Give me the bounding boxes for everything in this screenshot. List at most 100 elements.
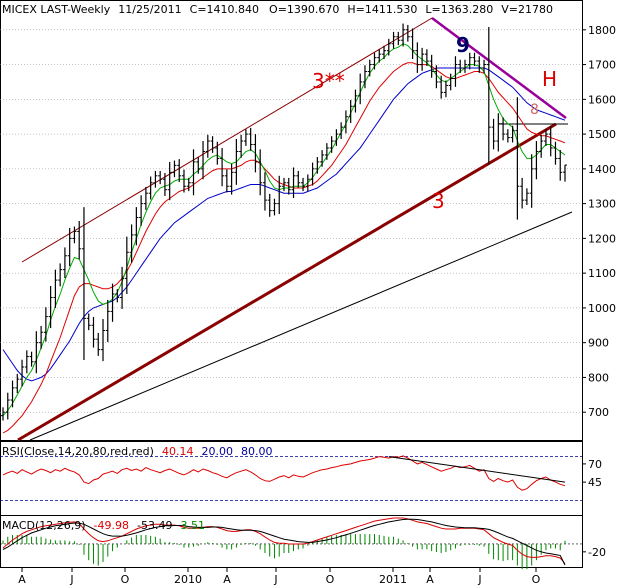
ohlc-bar bbox=[48, 286, 53, 329]
header-volume: V=21780 bbox=[501, 3, 553, 16]
price-tick-label: 1600 bbox=[588, 93, 616, 106]
ohlc-bar bbox=[220, 148, 225, 187]
ohlc-bar bbox=[248, 127, 253, 151]
ohlc-bar bbox=[477, 56, 482, 73]
ohlc-bar bbox=[205, 134, 210, 158]
rsi-low-level: 20.00 bbox=[201, 445, 233, 458]
price-y-axis: 700 800 900 1000 1100 1200 1300 1400 1500 1600 170… bbox=[582, 24, 616, 419]
ohlc-bar bbox=[143, 186, 148, 210]
ohlc-bar bbox=[120, 266, 125, 309]
ohlc-bar bbox=[458, 59, 463, 73]
ohlc-bar bbox=[224, 169, 229, 193]
header-close: C=1410.840 bbox=[190, 3, 259, 16]
ohlc-bar bbox=[334, 129, 339, 146]
macd-hist-value: 3.51 bbox=[180, 519, 205, 532]
ohlc-bars bbox=[1, 23, 567, 421]
header-date: 11/25/2011 bbox=[118, 3, 181, 16]
upper-channel-line bbox=[21, 17, 433, 263]
ohlc-bar bbox=[20, 359, 25, 387]
price-tick-label: 1400 bbox=[588, 163, 616, 176]
ohlc-bar bbox=[563, 164, 567, 182]
x-axis: A J O 2010 A J O 2011 A J O bbox=[18, 567, 541, 586]
ohlc-bar bbox=[558, 150, 563, 181]
ohlc-bar bbox=[115, 289, 120, 303]
ohlc-bar bbox=[348, 100, 353, 123]
ohlc-bar bbox=[162, 173, 167, 196]
ohlc-bar bbox=[186, 177, 191, 192]
ohlc-bar bbox=[291, 167, 296, 199]
ohlc-bar bbox=[96, 332, 101, 356]
ohlc-bar bbox=[472, 52, 477, 66]
price-panel bbox=[0, 0, 583, 441]
rsi-tick-label: 70 bbox=[588, 458, 602, 471]
wave-label-3: 3 bbox=[432, 189, 445, 213]
ohlc-bar bbox=[34, 331, 39, 374]
rsi-lines bbox=[0, 455, 582, 501]
ohlc-bar bbox=[167, 161, 172, 201]
macd-header: MACD(12,26,9) -49.98 -53.49 3.51 bbox=[2, 519, 205, 532]
macd-panel bbox=[0, 515, 583, 568]
macd-signal-line bbox=[2, 518, 566, 566]
ohlc-bar bbox=[434, 65, 439, 89]
ohlc-bar bbox=[553, 141, 558, 165]
ohlc-bar bbox=[539, 134, 544, 158]
rsi-line bbox=[2, 455, 566, 491]
price-tick-label: 1100 bbox=[588, 267, 616, 280]
ohlc-bar bbox=[524, 188, 529, 206]
ohlc-bar bbox=[467, 52, 472, 70]
ohlc-bar bbox=[229, 163, 234, 195]
ohlc-bar bbox=[258, 149, 263, 196]
wave-label-9: 9 bbox=[456, 33, 470, 57]
ohlc-bar bbox=[24, 350, 29, 374]
ohlc-bar bbox=[91, 316, 96, 348]
ohlc-bar bbox=[153, 170, 158, 188]
ohlc-bar bbox=[134, 207, 139, 246]
rsi-header: RSI(Close,14,20,80,red,red) 40.14 20.00 80.… bbox=[2, 445, 272, 458]
ohlc-bar bbox=[543, 129, 548, 146]
x-tick-label: J bbox=[69, 573, 73, 586]
ohlc-bar bbox=[253, 134, 258, 173]
x-tick-label: O bbox=[532, 573, 541, 586]
x-tick-label: A bbox=[426, 573, 434, 586]
ohlc-bar bbox=[505, 129, 510, 143]
ohlc-bar bbox=[305, 174, 310, 192]
ohlc-bar bbox=[210, 136, 215, 153]
ohlc-bar bbox=[124, 236, 129, 294]
ohlc-bar bbox=[353, 89, 358, 113]
ohlc-bar bbox=[320, 150, 325, 167]
price-tick-label: 800 bbox=[588, 371, 609, 384]
ohlc-bar bbox=[310, 162, 315, 186]
ohlc-bar bbox=[29, 351, 34, 367]
ohlc-bar bbox=[105, 299, 110, 342]
macd-signal-value: -53.49 bbox=[137, 519, 172, 532]
header-open: O=1390.670 bbox=[269, 3, 339, 16]
ohlc-bar bbox=[301, 177, 306, 192]
wave-label-H: H bbox=[542, 67, 557, 91]
ohlc-bar bbox=[520, 177, 525, 209]
price-tick-label: 1700 bbox=[588, 59, 616, 72]
ohlc-bar bbox=[343, 110, 348, 134]
x-tick-label: 2010 bbox=[174, 573, 202, 586]
ohlc-bar bbox=[486, 27, 491, 165]
header-high: H=1411.530 bbox=[347, 3, 417, 16]
ohlc-bar bbox=[58, 263, 63, 287]
ohlc-bar bbox=[391, 31, 396, 49]
ohlc-bar bbox=[377, 49, 382, 63]
ohlc-bar bbox=[386, 38, 391, 56]
ohlc-bar bbox=[282, 177, 286, 192]
ohlc-bar bbox=[372, 52, 377, 70]
ohlc-bar bbox=[158, 170, 163, 185]
x-tick-label: O bbox=[121, 573, 130, 586]
ohlc-bar bbox=[139, 195, 144, 226]
ohlc-bar bbox=[396, 31, 401, 46]
macd-y-axis: -20 bbox=[582, 546, 606, 559]
ohlc-bar bbox=[86, 313, 91, 331]
ohlc-bar bbox=[181, 169, 186, 193]
ohlc-bar bbox=[324, 143, 329, 160]
ohlc-bar bbox=[72, 226, 77, 244]
ohlc-bar bbox=[77, 221, 82, 260]
ohlc-bar bbox=[496, 113, 501, 152]
price-tick-label: 1500 bbox=[588, 128, 616, 141]
